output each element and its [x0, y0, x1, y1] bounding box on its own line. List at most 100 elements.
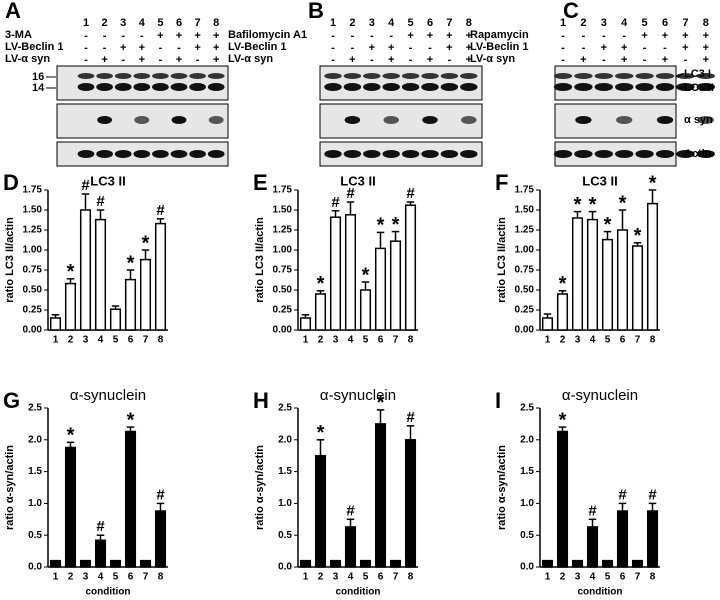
x-tick-label: 1 [303, 335, 309, 346]
band-label: LC3 II [684, 82, 714, 94]
chart-title: LC3 II [90, 173, 125, 188]
bar [344, 214, 357, 331]
y-tick-label: 2.5 [520, 403, 534, 414]
blot-band [594, 83, 613, 91]
blot-band [676, 83, 695, 91]
lane-number: 1 [330, 17, 336, 29]
y-tick-label: 1.50 [515, 205, 535, 216]
bar [374, 423, 387, 568]
blot-band [440, 150, 459, 158]
lane-number: 2 [349, 17, 355, 29]
blot-band [324, 83, 342, 91]
blot-band [382, 83, 400, 91]
y-tick-label: 2.5 [28, 403, 42, 414]
y-tick-label: 0.0 [28, 562, 42, 573]
x-tick-label: 4 [348, 572, 354, 583]
blot-band [77, 83, 95, 91]
blot-band [655, 73, 675, 79]
x-tick-label: 2 [560, 335, 566, 346]
treatment-sign: - [351, 30, 355, 42]
x-tick-label: 6 [620, 335, 626, 346]
bar [314, 454, 327, 568]
blot-band [152, 83, 169, 91]
x-tick-label: 3 [83, 572, 89, 583]
significance-mark: # [331, 194, 340, 211]
bar [616, 229, 629, 331]
chart-title: α-synuclein [320, 387, 396, 404]
treatment-sign: - [389, 30, 393, 42]
bar [154, 222, 167, 331]
y-tick-label: 0.25 [515, 305, 535, 316]
significance-mark: * [392, 214, 400, 236]
x-tick-label: 6 [128, 335, 134, 346]
treatment-label: Rapamycin [470, 29, 529, 41]
blot-band [553, 83, 573, 91]
treatment-sign: + [703, 54, 709, 66]
blot-band [574, 150, 593, 158]
x-tick-label: 3 [333, 572, 339, 583]
treatment-sign: - [84, 42, 88, 54]
bar [124, 278, 137, 331]
treatment-sign: - [622, 30, 626, 42]
bar [299, 559, 312, 568]
significance-mark: * [574, 194, 582, 216]
blot-band [460, 150, 478, 158]
y-tick-label: 1.5 [278, 466, 292, 477]
panel-letter: E [253, 170, 268, 195]
lane-number: 8 [703, 17, 709, 29]
treatment-sign: - [103, 42, 107, 54]
bar [314, 293, 327, 331]
y-tick-label: 1.25 [273, 225, 293, 236]
bar [344, 526, 357, 568]
x-tick-label: 1 [545, 335, 551, 346]
bar [541, 559, 554, 568]
y-tick-label: 0.00 [515, 325, 535, 336]
treatment-sign: - [448, 54, 452, 66]
bar [556, 430, 569, 568]
treatment-sign: - [409, 54, 413, 66]
x-tick-label: 5 [363, 335, 369, 346]
treatment-sign: - [370, 54, 374, 66]
y-tick-label: 0.50 [23, 285, 43, 296]
x-tick-label: 3 [83, 335, 89, 346]
bar [646, 202, 659, 331]
blot-band [553, 150, 573, 158]
panel-letter: F [495, 170, 508, 195]
blot-image [319, 103, 483, 139]
y-tick-label: 1.0 [28, 498, 42, 509]
y-axis-label: ratio LC3 II/actin [254, 217, 266, 303]
treatment-label: LV-Beclin 1 [470, 41, 528, 53]
significance-mark: # [648, 486, 657, 503]
treatment-sign: - [351, 42, 355, 54]
treatment-label: LV-Beclin 1 [228, 41, 286, 53]
blot-band [615, 150, 634, 158]
significance-mark: # [588, 502, 597, 519]
significance-mark: * [634, 225, 642, 247]
blot-band [574, 73, 593, 79]
lane-number: 8 [213, 17, 219, 29]
x-tick-label: 5 [605, 572, 611, 583]
blot-band [208, 116, 224, 124]
bar [94, 539, 107, 568]
treatment-sign: - [561, 42, 565, 54]
significance-mark: * [317, 273, 325, 295]
y-tick-label: 2.5 [278, 403, 292, 414]
lane-number: 8 [466, 17, 472, 29]
treatment-sign: - [684, 54, 688, 66]
significance-mark: * [619, 192, 627, 214]
lane-number: 7 [446, 17, 452, 29]
significance-mark: # [156, 486, 165, 503]
lane-number: 5 [642, 17, 648, 29]
significance-mark: * [317, 422, 325, 444]
bar [374, 247, 387, 331]
treatment-sign: + [213, 42, 219, 54]
treatment-sign: - [409, 42, 413, 54]
treatment-sign: - [140, 30, 144, 42]
bar [79, 559, 92, 568]
y-tick-label: 0.0 [520, 562, 534, 573]
treatment-sign: + [157, 30, 163, 42]
significance-mark: # [618, 486, 627, 503]
bar [109, 308, 122, 331]
